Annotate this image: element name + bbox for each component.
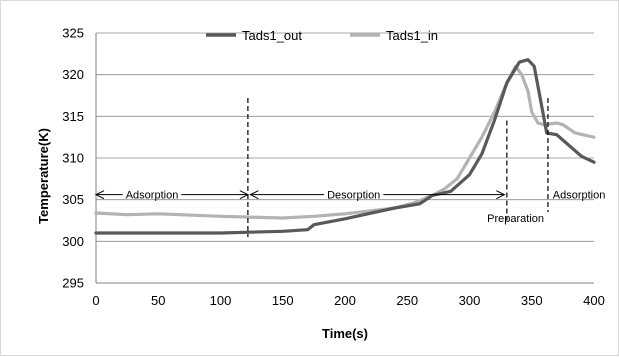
arrow-head [249,190,259,200]
x-tick-label: 350 [521,293,543,308]
x-tick-label: 50 [151,293,165,308]
y-axis-title: Temperature(K) [36,128,51,224]
phase-annotations: Adsorption Desorption Preparation Adsorptio… [94,190,606,225]
y-tick-label: 320 [62,67,84,82]
series-lines [94,58,596,235]
series-line-tads1-out [94,58,596,235]
x-tick-label: 300 [459,293,481,308]
legend-label: Tads1_out [242,28,302,43]
annotation-label: Adsorption [553,190,606,202]
x-axis-title: Time(s) [322,326,368,341]
y-tick-label: 300 [62,234,84,249]
x-tick-label: 400 [583,293,605,308]
y-tick-label: 295 [62,276,84,291]
x-tick-label: 100 [210,293,232,308]
phase-markers [247,98,549,238]
axes: 295 300 305 310 315 320 325 0 50 100 150 200 250 300 3… [62,26,605,309]
x-tick-label: 250 [396,293,418,308]
y-tick-label: 325 [62,26,84,41]
y-tick-label: 305 [62,192,84,207]
arrow-head [94,190,105,200]
y-tick-label: 310 [62,151,84,166]
grid-lines [96,32,594,242]
x-tick-label: 150 [272,293,294,308]
arrow-head [496,190,506,200]
x-tick-label: 200 [334,293,356,308]
annotation-label: Desorption [327,190,380,202]
annotation-label: Preparation [487,213,544,225]
legend: Tads1_out Tads1_in [206,28,438,43]
x-tick-label: 0 [92,293,99,308]
annotation-label: Adsorption [126,190,179,202]
y-tick-label: 315 [62,109,84,124]
arrow-head [239,190,250,200]
series-line-tads1-in [94,64,596,220]
legend-label: Tads1_in [386,28,438,43]
